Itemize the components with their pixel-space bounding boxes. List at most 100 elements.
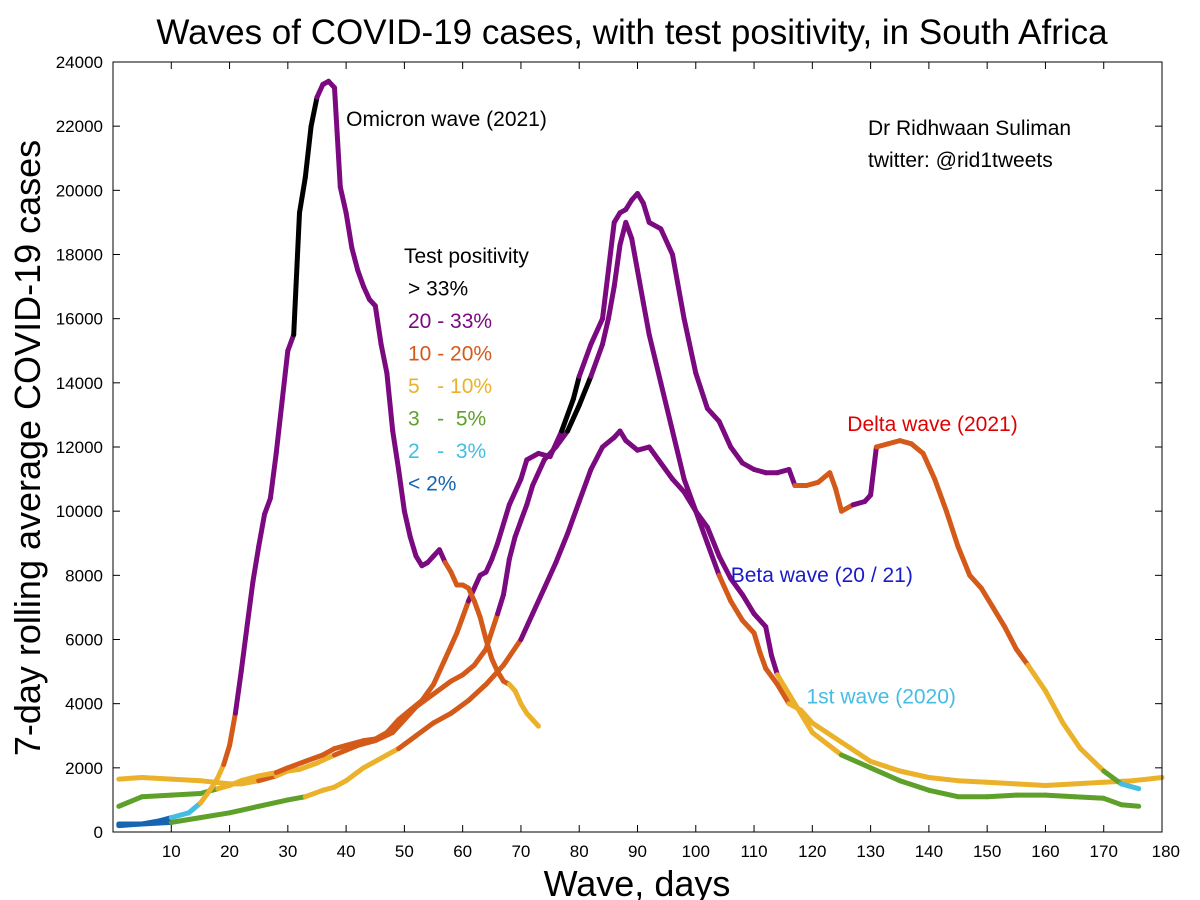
y-tick-label: 18000 [56, 246, 103, 265]
series-line-segment [978, 585, 996, 610]
x-tick-label: 150 [973, 842, 1001, 861]
series-line-segment [244, 579, 256, 630]
series-line-segment [372, 303, 384, 347]
series-line-segment [716, 418, 734, 450]
series-line-segment [471, 598, 483, 620]
series-line-segment [751, 611, 769, 630]
series-line-segment [285, 794, 308, 803]
series-line-segment [431, 678, 454, 697]
y-tick-label: 20000 [56, 181, 103, 200]
series-line-segment [1118, 781, 1142, 792]
series-line-segment [448, 698, 471, 716]
series-line-segment [273, 399, 285, 456]
plot-lines [116, 78, 1165, 829]
series-line-segment [396, 733, 419, 752]
series-line-segment [291, 210, 302, 338]
series-line-segment [833, 486, 844, 514]
series-line-segment [279, 348, 291, 405]
series-line-segment [168, 776, 203, 784]
series-line-segment [926, 787, 961, 800]
series-line-segment [763, 665, 780, 687]
series-line-segment [337, 184, 349, 216]
series-line-segment [908, 441, 926, 456]
series-line-segment [704, 406, 722, 424]
series-line-segment [1101, 795, 1124, 808]
x-tick-label: 120 [798, 842, 826, 861]
series-line-segment [728, 598, 745, 623]
x-tick-label: 80 [570, 842, 589, 861]
series-line-segment [1042, 792, 1078, 800]
series-line-segment [588, 316, 605, 347]
series-line-segment [530, 457, 547, 488]
series-line-segment [501, 637, 524, 668]
series-line-segment [839, 739, 874, 764]
series-line-segment [769, 653, 780, 678]
series-line-segment [343, 210, 355, 251]
series-line-segment [267, 450, 279, 501]
series-line-segment [1060, 720, 1083, 752]
y-tick-label: 14000 [56, 374, 103, 393]
series-line-segment [378, 746, 402, 761]
x-tick-label: 40 [337, 842, 356, 861]
series-line-segment [646, 444, 664, 466]
series-line-segment [1042, 688, 1066, 726]
series-line-segment [541, 560, 559, 591]
series-line-segment [553, 531, 571, 565]
y-tick-label: 24000 [56, 53, 103, 72]
series-line-segment [739, 592, 757, 617]
series-line-segment [302, 752, 326, 764]
x-tick-label: 70 [511, 842, 530, 861]
series-line-segment [751, 630, 763, 655]
series-line-segment [139, 792, 174, 800]
series-line-segment [139, 775, 174, 782]
series-line-segment [588, 444, 605, 472]
series-line-segment [640, 200, 652, 225]
x-tick-label: 50 [395, 842, 414, 861]
series-line-segment [786, 467, 798, 488]
y-tick-label: 8000 [65, 566, 103, 585]
series-line-segment [186, 800, 203, 816]
series-line-segment [739, 617, 757, 636]
series-line-segment [227, 710, 238, 748]
series-line-segment [530, 585, 547, 617]
series-line-segment [1118, 802, 1142, 809]
series-line-segment [1013, 781, 1048, 788]
series-line-segment [984, 792, 1019, 800]
series-line-segment [827, 470, 839, 492]
series-line-segment [565, 499, 582, 537]
series-line-segment [798, 710, 815, 735]
series-line-segment [955, 544, 973, 578]
series-line-segment [943, 508, 961, 549]
series-line-segment [232, 669, 244, 716]
series-line-segment [809, 720, 844, 745]
series-line-segment [466, 681, 489, 703]
series-line-segment [460, 662, 477, 678]
series-line-segment [681, 316, 699, 376]
legend-title: Test positivity [404, 245, 529, 268]
series-line-segment [308, 94, 320, 129]
legend-entry: > 33% [408, 278, 468, 301]
series-line-segment [238, 624, 250, 675]
series-line-segment [302, 123, 314, 180]
series-line-segment [1077, 746, 1107, 774]
series-line-segment [501, 556, 512, 598]
series-line-segment [693, 508, 710, 530]
series-line-segment [431, 656, 448, 687]
series-line-segment [635, 268, 646, 306]
series-delta-wave-2021 [116, 191, 1142, 809]
series-line-segment [1101, 768, 1124, 787]
series-line-segment [809, 730, 844, 758]
series-line-segment [786, 691, 804, 716]
x-tick-label: 140 [915, 842, 943, 861]
x-tick-label: 90 [628, 842, 647, 861]
series-line-segment [646, 332, 664, 386]
series-line-segment [600, 268, 611, 322]
series-line-segment [396, 707, 413, 723]
series-line-segment [704, 524, 722, 559]
series-line-segment [1013, 646, 1031, 668]
y-tick-label: 4000 [65, 695, 103, 714]
series-line-segment [384, 370, 396, 434]
series-line-segment [314, 752, 337, 766]
y-tick-label: 22000 [56, 117, 103, 136]
x-tick-label: 170 [1090, 842, 1118, 861]
